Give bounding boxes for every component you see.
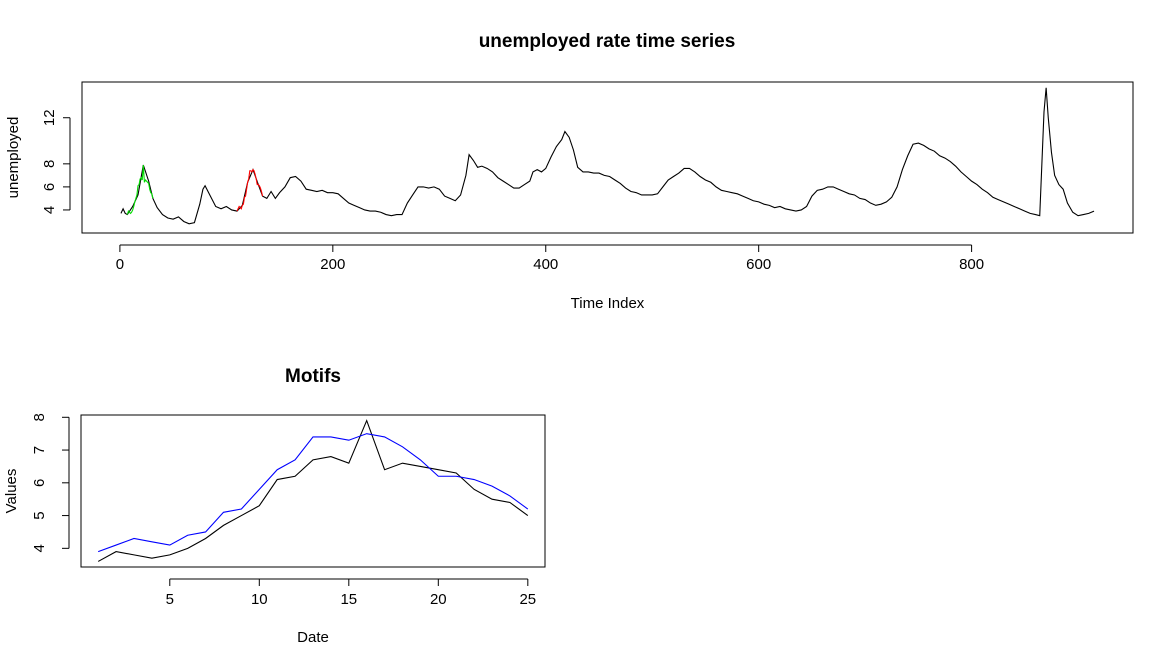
x-tick-label: 25	[519, 591, 536, 608]
series-line	[120, 87, 1095, 225]
x-tick-label: 600	[746, 256, 771, 273]
y-tick-label: 7	[31, 446, 48, 454]
x-tick-label: 800	[959, 256, 984, 273]
y-tick-label: 8	[31, 413, 48, 421]
y-tick-label: 5	[31, 511, 48, 519]
y-tick-label: 12	[41, 109, 58, 126]
y-axis-label: Values	[3, 469, 20, 514]
x-tick-label: 10	[251, 591, 268, 608]
y-tick-label: 6	[31, 479, 48, 487]
series-line	[236, 168, 264, 212]
y-tick-label: 6	[41, 183, 58, 191]
x-tick-label: 20	[430, 591, 447, 608]
series-line	[126, 164, 154, 215]
series-line	[98, 433, 529, 553]
y-axis-label: unemployed	[5, 117, 22, 199]
x-tick-label: 200	[320, 256, 345, 273]
x-tick-label: 0	[116, 256, 124, 273]
plot-frame	[81, 81, 1134, 234]
x-axis-label: Date	[297, 629, 329, 646]
plot-frame	[80, 414, 546, 568]
chart-title: Motifs	[285, 366, 341, 387]
x-axis-label: Time Index	[571, 295, 645, 312]
y-tick-label: 8	[41, 160, 58, 168]
y-tick-label: 4	[41, 206, 58, 214]
x-tick-label: 15	[340, 591, 357, 608]
x-tick-label: 5	[166, 591, 174, 608]
x-tick-label: 400	[533, 256, 558, 273]
y-tick-label: 4	[31, 544, 48, 552]
chart-title: unemployed rate time series	[479, 31, 736, 52]
series-line	[97, 419, 529, 562]
